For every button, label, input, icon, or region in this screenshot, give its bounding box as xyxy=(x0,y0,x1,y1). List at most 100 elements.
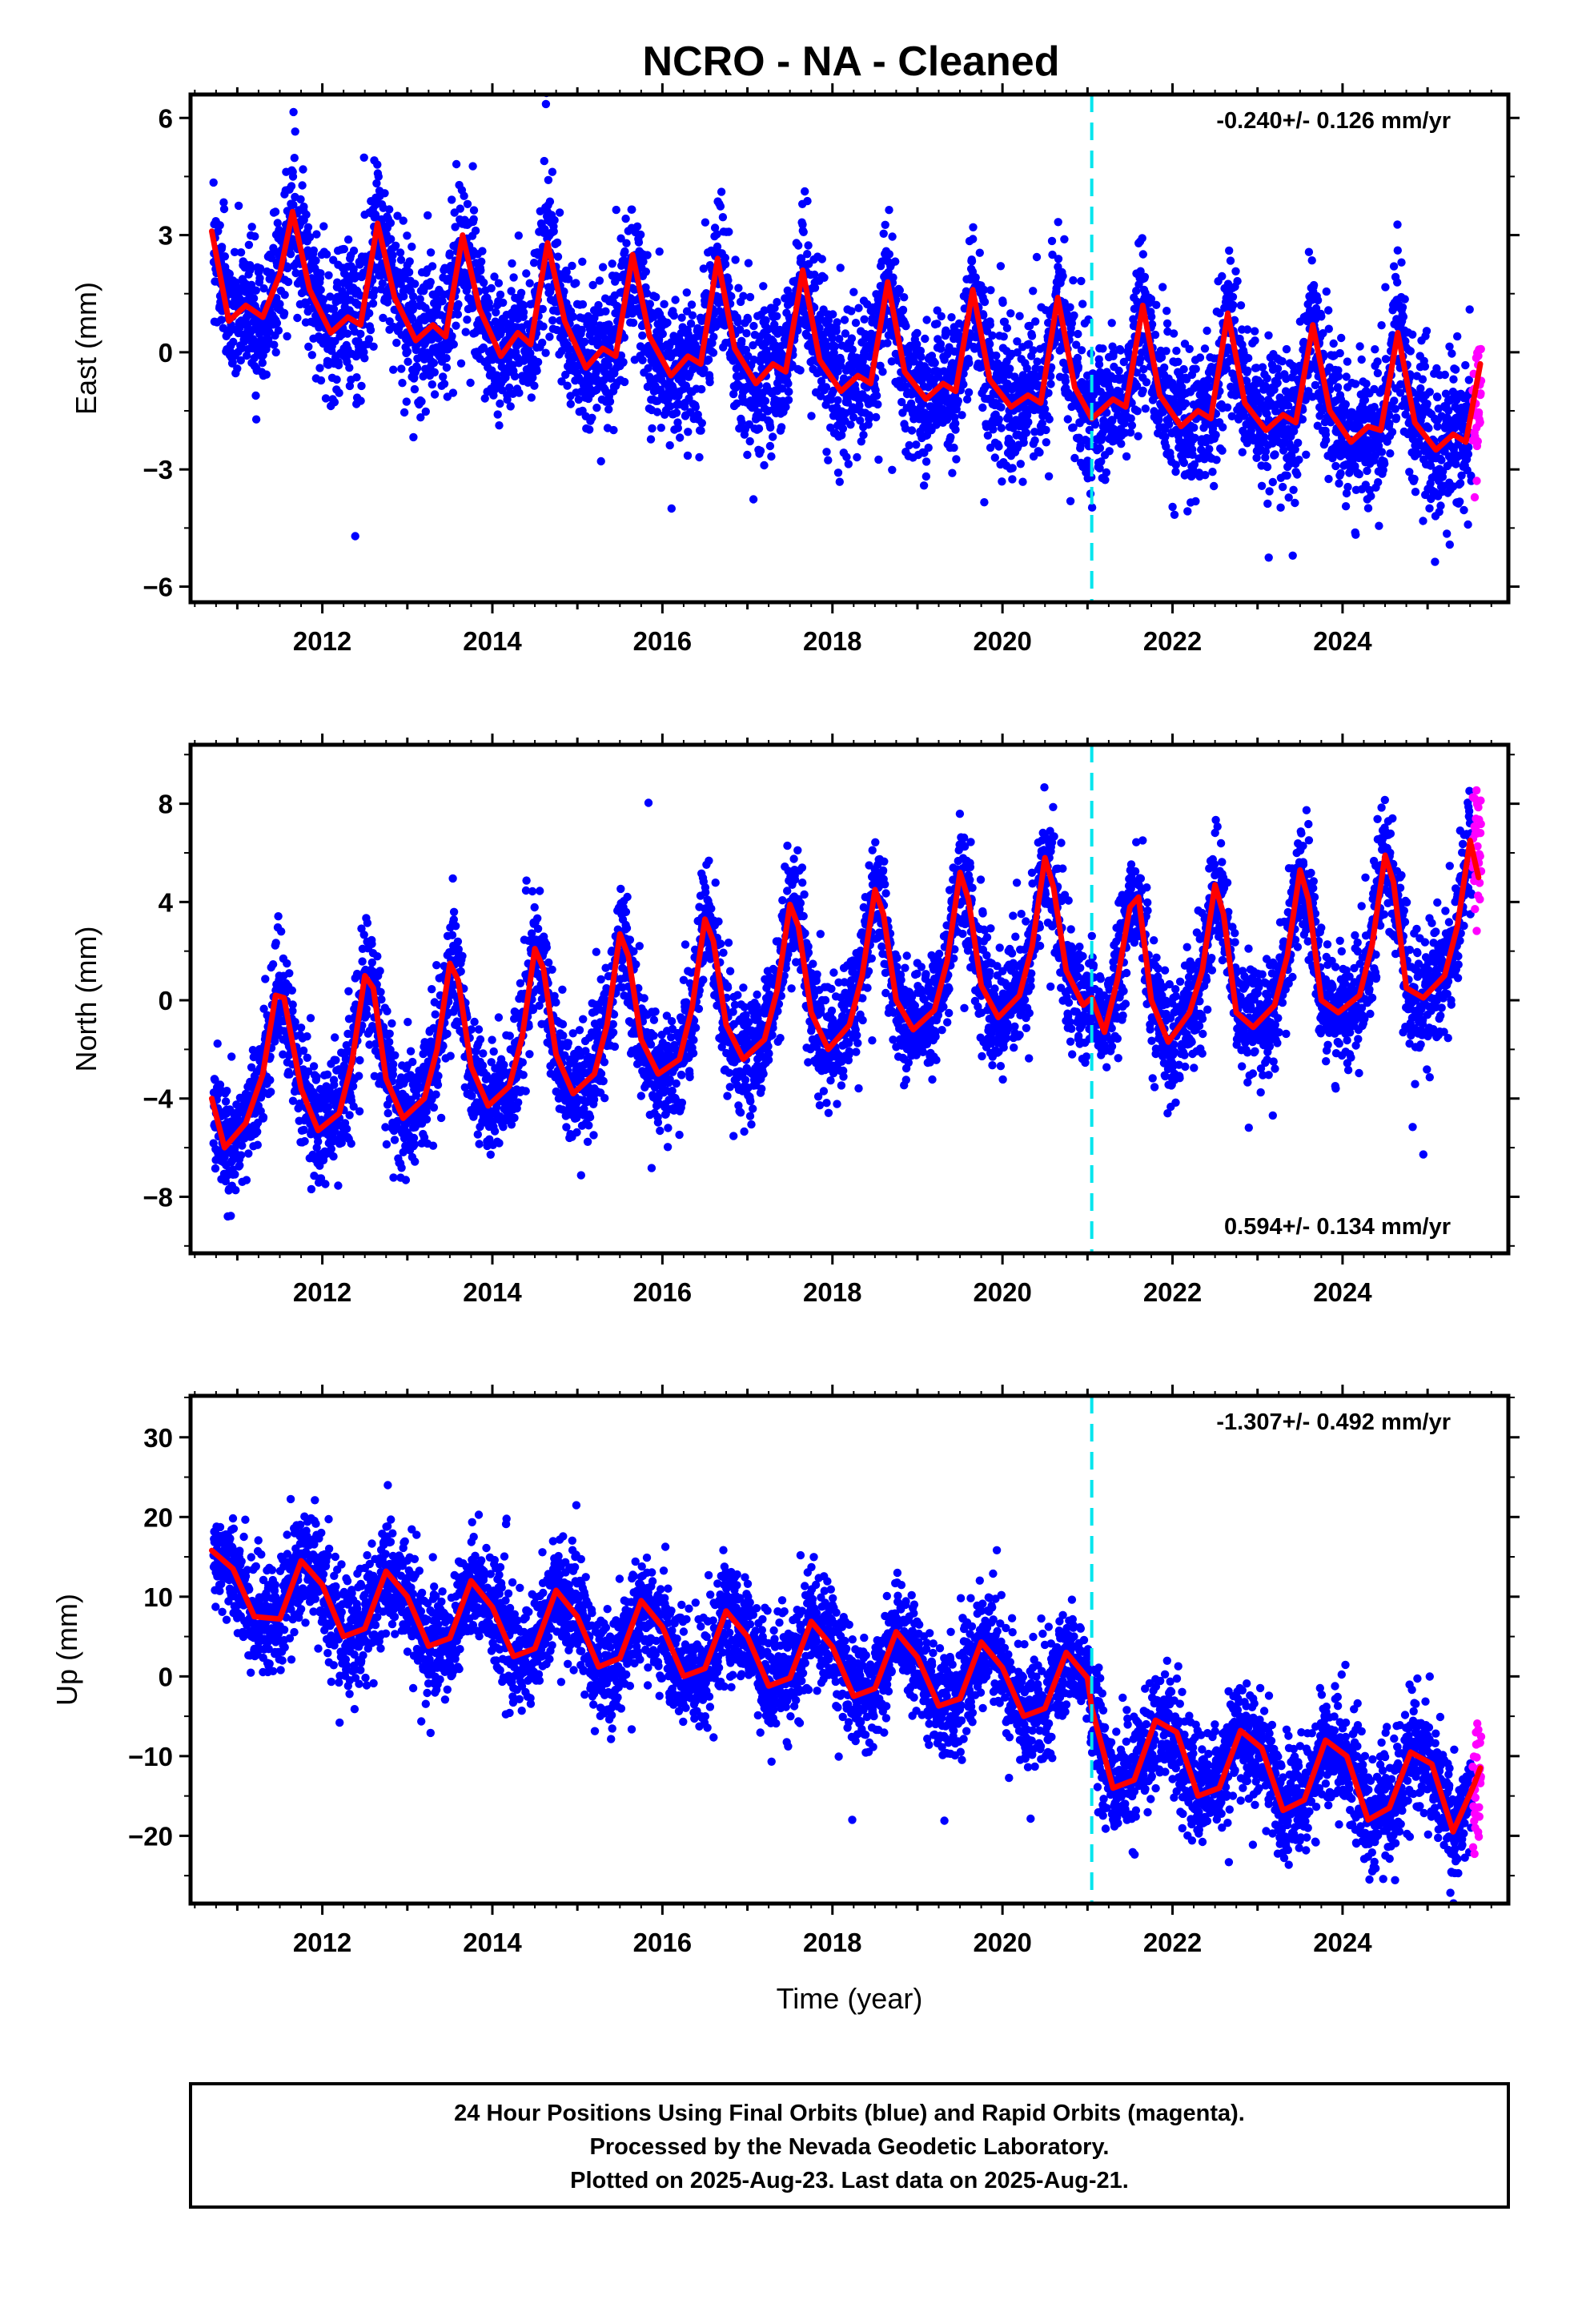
final-orbit-point xyxy=(817,255,826,263)
final-orbit-point xyxy=(315,364,324,372)
final-orbit-point xyxy=(830,342,840,351)
final-orbit-point xyxy=(717,187,726,196)
final-orbit-point xyxy=(596,456,605,466)
final-orbit-point xyxy=(1077,276,1086,286)
final-orbit-point xyxy=(900,293,909,302)
final-orbit-point xyxy=(1008,475,1017,484)
final-orbit-point xyxy=(345,364,354,372)
final-orbit-point xyxy=(371,210,380,219)
final-orbit-point xyxy=(912,440,921,449)
final-orbit-point xyxy=(744,259,753,267)
final-orbit-point xyxy=(303,223,313,231)
final-orbit-point xyxy=(311,256,320,265)
final-orbit-point xyxy=(842,452,851,461)
final-orbit-point xyxy=(1073,353,1082,363)
final-orbit-point xyxy=(541,348,550,357)
final-orbit-point xyxy=(1243,366,1252,375)
final-orbit-point xyxy=(557,347,566,356)
final-orbit-point xyxy=(434,334,443,343)
final-orbit-point xyxy=(264,335,273,344)
east-panel: 2012 2014 2016 2018 2020 2022 2024−6−3036East … xyxy=(70,83,1520,656)
final-orbit-point xyxy=(283,263,292,273)
final-orbit-point xyxy=(516,288,526,297)
final-orbit-point xyxy=(988,331,997,340)
final-orbit-point xyxy=(701,218,710,227)
final-orbit-point xyxy=(298,181,307,190)
final-orbit-point xyxy=(975,248,985,257)
final-orbit-point xyxy=(835,477,845,486)
final-orbit-point xyxy=(1027,332,1037,340)
final-orbit-point xyxy=(345,381,355,391)
final-orbit-point xyxy=(1223,403,1232,412)
final-orbit-point xyxy=(506,402,515,411)
final-orbit-point xyxy=(480,394,489,403)
final-orbit-point xyxy=(1200,344,1210,353)
final-orbit-point xyxy=(921,334,930,344)
final-orbit-point xyxy=(321,394,331,403)
final-orbit-point xyxy=(219,204,229,214)
final-orbit-point xyxy=(1264,331,1273,340)
final-orbit-point xyxy=(833,396,842,404)
final-orbit-point xyxy=(1212,456,1221,464)
final-orbit-point xyxy=(251,391,260,400)
final-orbit-point xyxy=(364,335,374,344)
final-orbit-point xyxy=(971,273,980,282)
final-orbit-point xyxy=(924,443,933,452)
final-orbit-point xyxy=(873,400,882,409)
final-orbit-point xyxy=(1334,372,1343,381)
final-orbit-point xyxy=(460,191,468,200)
final-orbit-point xyxy=(580,337,589,346)
final-orbit-point xyxy=(1029,346,1038,355)
final-orbit-point xyxy=(1229,300,1238,310)
final-orbit-point xyxy=(299,165,307,174)
final-orbit-point xyxy=(539,322,548,331)
final-orbit-point xyxy=(821,383,831,392)
final-orbit-point xyxy=(1289,485,1298,494)
final-orbit-point xyxy=(1174,357,1182,366)
final-orbit-point xyxy=(428,262,437,271)
final-orbit-point xyxy=(820,273,829,282)
final-orbit-point xyxy=(958,411,966,420)
final-orbit-point xyxy=(1228,292,1238,301)
final-orbit-point xyxy=(522,269,531,278)
final-orbit-point xyxy=(428,380,436,389)
final-orbit-point xyxy=(463,199,472,208)
final-orbit-point xyxy=(316,285,325,295)
final-orbit-point xyxy=(646,435,656,444)
final-orbit-point xyxy=(209,178,218,187)
final-orbit-point xyxy=(469,206,479,215)
final-orbit-point xyxy=(1016,460,1026,468)
final-orbit-point xyxy=(380,189,389,198)
final-orbit-point xyxy=(442,354,451,363)
final-orbit-point xyxy=(1322,436,1331,444)
final-orbit-point xyxy=(389,365,398,374)
final-orbit-point xyxy=(965,359,974,368)
final-orbit-point xyxy=(1142,378,1151,387)
final-orbit-point xyxy=(566,400,575,408)
final-orbit-point xyxy=(316,269,325,278)
final-orbit-point xyxy=(247,223,256,231)
final-orbit-point xyxy=(837,356,845,365)
final-orbit-point xyxy=(785,388,793,396)
final-orbit-point xyxy=(289,200,298,209)
final-orbit-point xyxy=(773,298,781,307)
final-orbit-point xyxy=(1015,312,1024,320)
final-orbit-point xyxy=(404,357,412,366)
final-orbit-point xyxy=(448,332,456,340)
final-orbit-point xyxy=(1393,220,1402,229)
final-orbit-point xyxy=(545,197,555,206)
final-orbit-point xyxy=(1243,325,1252,334)
final-orbit-point xyxy=(737,336,746,345)
final-orbit-point xyxy=(392,338,401,348)
final-orbit-point xyxy=(409,432,418,442)
final-orbit-point xyxy=(1279,482,1287,492)
final-orbit-point xyxy=(299,202,308,211)
final-orbit-point xyxy=(1371,345,1379,354)
final-orbit-point xyxy=(312,230,321,239)
final-orbit-point xyxy=(1179,364,1188,374)
final-orbit-point xyxy=(495,421,504,430)
final-orbit-point xyxy=(999,332,1008,341)
final-orbit-point xyxy=(319,222,328,231)
final-orbit-point xyxy=(476,266,485,275)
final-orbit-point xyxy=(1002,324,1012,332)
